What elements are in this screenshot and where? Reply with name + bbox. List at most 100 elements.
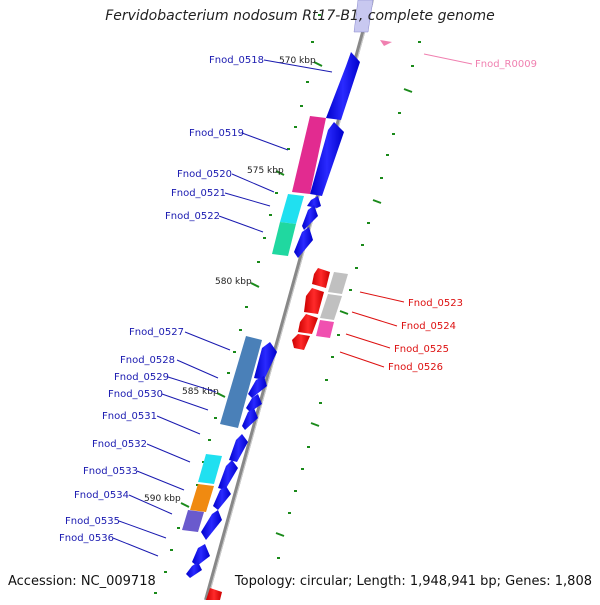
feature-teal-green[interactable] — [272, 222, 296, 256]
feature-gray-2[interactable] — [320, 294, 342, 320]
leader-fnod-0524 — [351, 311, 398, 327]
leader-fnod-0523 — [359, 291, 405, 303]
reverse-strand-genes — [206, 40, 392, 600]
gene-label-fnod-r0009[interactable]: Fnod_R0009 — [475, 59, 537, 70]
feature-cyan[interactable] — [280, 194, 304, 224]
right-tick-track — [275, 41, 421, 559]
gene-fnod-0536-block[interactable] — [186, 562, 202, 578]
scale-label-585: 585 kbp — [182, 387, 219, 397]
feature-steel-blue[interactable] — [220, 336, 262, 428]
leader-fnod-0528 — [176, 359, 219, 379]
gene-label-fnod-0524[interactable]: Fnod_0524 — [401, 321, 456, 332]
gene-fnod-0531-block[interactable] — [229, 434, 248, 462]
gene-fnod-0528-block[interactable] — [248, 376, 267, 398]
leader-fnod-0518 — [263, 59, 333, 73]
gene-label-fnod-0518[interactable]: Fnod_0518 — [209, 55, 264, 66]
leader-fnod-0535 — [118, 520, 167, 539]
tick-mark — [275, 532, 285, 537]
gene-fnod-0525-block[interactable] — [298, 314, 318, 334]
scale-label-580: 580 kbp — [215, 277, 252, 287]
gene-red-bottom-block[interactable] — [206, 588, 222, 600]
right-leader-lines — [339, 291, 405, 368]
leader-fnod-0522 — [218, 215, 264, 233]
leader-fnod-0532 — [146, 443, 191, 463]
gene-fnod-0517-block[interactable] — [353, 0, 374, 33]
tick-mark — [250, 282, 260, 288]
tick-mark — [403, 88, 413, 93]
rna-marker[interactable] — [380, 40, 392, 46]
feature-pink[interactable] — [316, 320, 334, 338]
gene-fnod-0527-block[interactable] — [254, 342, 277, 380]
tick-mark — [275, 170, 285, 176]
gene-fnod-0529-block[interactable] — [246, 394, 262, 412]
gene-fnod-0530-block[interactable] — [242, 408, 258, 430]
forward-strand-genes — [186, 0, 374, 578]
gene-label-fnod-0530[interactable]: Fnod_0530 — [108, 389, 163, 400]
gene-fnod-0533-block[interactable] — [213, 486, 231, 510]
leader-fnod-0534 — [128, 494, 173, 515]
tick-mark — [216, 392, 226, 398]
gene-label-fnod-0522[interactable]: Fnod_0522 — [165, 211, 220, 222]
left-tick-track — [154, 14, 323, 594]
gene-fnod-0524-block[interactable] — [304, 288, 324, 314]
tick-mark — [310, 422, 320, 427]
gene-label-fnod-0528[interactable]: Fnod_0528 — [120, 355, 175, 366]
gene-label-fnod-0532[interactable]: Fnod_0532 — [92, 439, 147, 450]
leader-fnod-0533 — [136, 470, 185, 491]
leader-fnod-0526 — [339, 351, 385, 368]
leader-fnod-0527 — [184, 331, 231, 351]
left-gene-labels: Fnod_0518 Fnod_0519 Fnod_0520 Fnod_0521 … — [59, 55, 264, 544]
gene-label-fnod-0523[interactable]: Fnod_0523 — [408, 298, 463, 309]
tick-mark — [180, 502, 190, 508]
gene-fnod-0520-block[interactable] — [307, 196, 321, 208]
gene-label-fnod-0531[interactable]: Fnod_0531 — [102, 411, 157, 422]
gene-label-fnod-0536[interactable]: Fnod_0536 — [59, 533, 114, 544]
gene-label-fnod-0527[interactable]: Fnod_0527 — [129, 327, 184, 338]
gene-fnod-0526-block[interactable] — [292, 334, 310, 350]
tick-mark — [313, 61, 323, 67]
gene-fnod-0535-block[interactable] — [192, 544, 210, 566]
leader-fnod-0530 — [161, 393, 209, 411]
gene-label-fnod-0521[interactable]: Fnod_0521 — [171, 188, 226, 199]
feature-gray-1[interactable] — [328, 272, 348, 294]
tick-mark — [372, 199, 382, 204]
leader-fnod-0536 — [112, 537, 159, 557]
gene-fnod-0523-block[interactable] — [312, 268, 330, 288]
leader-fnod-r0009 — [423, 53, 473, 65]
gene-label-fnod-0534[interactable]: Fnod_0534 — [74, 490, 129, 501]
scale-label-590: 590 kbp — [144, 494, 181, 504]
genome-summary-label: Topology: circular; Length: 1,948,941 bp… — [234, 574, 592, 589]
feature-boxes-left — [182, 116, 326, 532]
feature-orange[interactable] — [190, 484, 214, 512]
feature-magenta[interactable] — [292, 116, 326, 194]
gene-label-fnod-0533[interactable]: Fnod_0533 — [83, 466, 138, 477]
accession-label: Accession: NC_009718 — [8, 574, 156, 589]
gene-label-fnod-0525[interactable]: Fnod_0525 — [394, 344, 449, 355]
feature-slate-purple[interactable] — [182, 510, 204, 532]
scale-labels: 570 kbp 575 kbp 580 kbp 585 kbp 590 kbp — [144, 56, 316, 504]
gene-label-fnod-0519[interactable]: Fnod_0519 — [189, 128, 244, 139]
leader-fnod-0525 — [345, 333, 391, 349]
leader-fnod-0529 — [167, 376, 217, 393]
feature-cyan-2[interactable] — [198, 454, 222, 484]
scale-label-575: 575 kbp — [247, 166, 284, 176]
left-leader-lines — [112, 59, 333, 557]
gene-fnod-0519-block[interactable] — [310, 122, 344, 196]
gene-label-fnod-0535[interactable]: Fnod_0535 — [65, 516, 120, 527]
gene-fnod-0532-block[interactable] — [218, 460, 238, 490]
leader-fnod-0520 — [231, 173, 275, 193]
gene-fnod-0518-block[interactable] — [326, 52, 360, 120]
leader-fnod-0521 — [224, 192, 271, 207]
tick-mark — [339, 310, 349, 315]
gene-label-fnod-0520[interactable]: Fnod_0520 — [177, 169, 232, 180]
gene-fnod-0521-block[interactable] — [302, 205, 318, 230]
right-gene-labels: Fnod_0523 Fnod_0524 Fnod_0525 Fnod_0526 — [388, 298, 463, 373]
gene-fnod-0522-block[interactable] — [294, 227, 313, 258]
gene-fnod-0534-block[interactable] — [201, 510, 222, 540]
gene-label-fnod-0526[interactable]: Fnod_0526 — [388, 362, 443, 373]
scale-label-570: 570 kbp — [279, 56, 316, 66]
gene-label-fnod-0529[interactable]: Fnod_0529 — [114, 372, 169, 383]
leader-fnod-0531 — [156, 415, 201, 435]
